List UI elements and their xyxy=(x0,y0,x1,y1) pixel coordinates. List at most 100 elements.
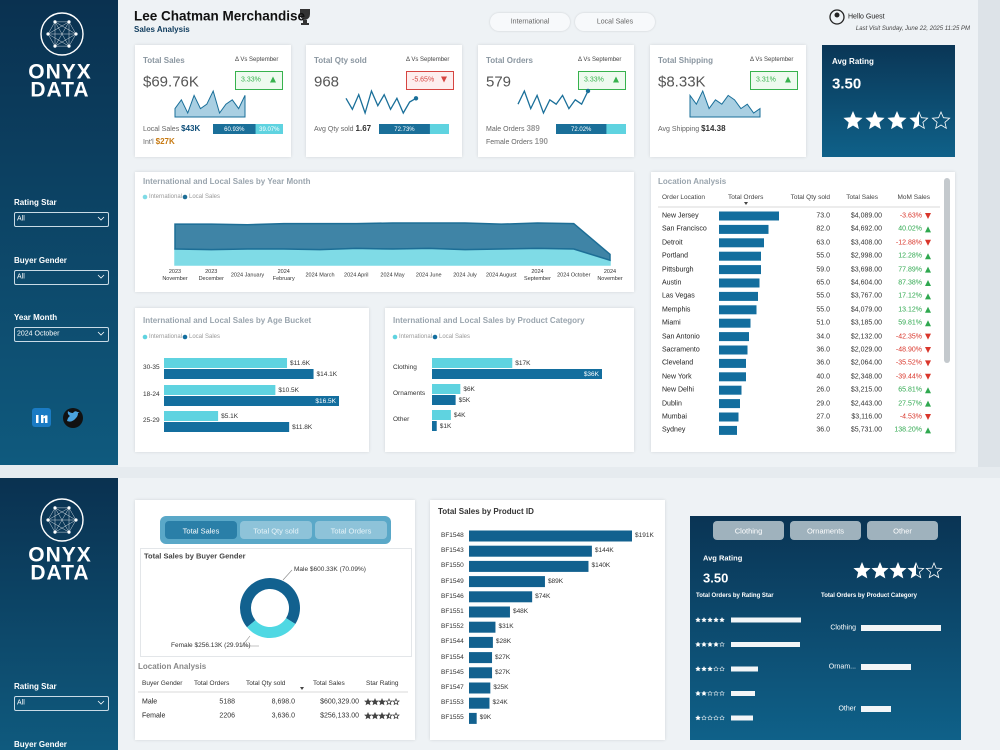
rating-star xyxy=(700,665,708,672)
table-header: MoM Sales xyxy=(897,193,930,201)
logo-link xyxy=(54,21,70,47)
bar-value-label: $16.5K xyxy=(315,397,336,405)
change-arrow xyxy=(613,76,619,83)
rating-card xyxy=(822,45,955,157)
table-cell: $256,133.00 xyxy=(320,712,359,720)
metric-tab-label: Total Sales xyxy=(182,525,220,535)
category-button xyxy=(713,521,784,540)
filter-label: Year Month xyxy=(14,313,58,322)
kpi-detail-value: $14.38 xyxy=(701,124,726,133)
logo-link xyxy=(47,519,56,533)
bar-value-label: $89K xyxy=(547,577,564,585)
y-tick-label: Other xyxy=(393,415,410,423)
legend-swatch xyxy=(142,334,148,340)
x-tick-label: 2023 December xyxy=(198,269,224,282)
table-header: Total Qty sold xyxy=(246,679,286,687)
rating-title: Avg Rating xyxy=(703,553,743,563)
chart-title: International and Local Sales by Year Mo… xyxy=(143,177,311,186)
view-tab-label: International xyxy=(510,18,550,26)
orders-bar xyxy=(719,332,749,342)
orders-bar xyxy=(719,238,764,248)
bar-value-label: $6K xyxy=(463,385,475,393)
table-cell: $4,604.00 xyxy=(850,279,882,287)
view-tab xyxy=(490,13,570,31)
logo-link xyxy=(47,21,56,35)
rating-star xyxy=(694,665,702,672)
filter-dropdown xyxy=(14,270,109,285)
orders-bar xyxy=(719,358,746,368)
bar-value-label: $36K xyxy=(583,370,599,378)
kpi-sparkline-area xyxy=(689,89,761,118)
kpi-sparkline xyxy=(345,89,417,116)
change-arrow xyxy=(925,360,931,367)
slice-value: $600.33K xyxy=(309,565,338,573)
table-cell: $3,116.00 xyxy=(851,413,882,421)
kpi-change: 3.33% xyxy=(584,76,604,84)
table-header: Star Rating xyxy=(366,679,399,687)
bar-value-label: $74K xyxy=(535,592,551,600)
twitter-glyph xyxy=(67,411,80,422)
kpi-detail-value: 1.67 xyxy=(355,124,372,133)
rating-title: Avg Rating xyxy=(832,57,874,66)
slice-value: $256.13K xyxy=(194,641,223,649)
bar xyxy=(469,697,490,709)
table-cell: 36.0 xyxy=(816,346,830,354)
bar-value-label: $11.8K xyxy=(292,423,313,431)
page-edge xyxy=(978,0,1000,467)
kpi-change: -5.65% xyxy=(412,76,435,84)
location-table-card xyxy=(651,172,955,452)
table-cell: $2,998.00 xyxy=(850,252,882,260)
kpi-detail: Int'l $27K xyxy=(143,138,175,147)
kpi-detail: Avg Shipping $14.38 xyxy=(658,124,726,134)
split-segment xyxy=(213,124,256,134)
user-greeting: Hello Guest xyxy=(848,13,885,21)
filter-label: Buyer Gender xyxy=(14,256,67,265)
table-header: Total Orders xyxy=(194,679,230,687)
kpi-detail: Avg Qty sold 1.67 xyxy=(314,124,372,134)
table-header: Total Orders xyxy=(728,193,764,201)
sort-indicator xyxy=(744,202,748,205)
rating-star xyxy=(931,110,951,130)
bar xyxy=(861,706,891,712)
orders-bar xyxy=(719,385,742,395)
chart-title: International and Local Sales by Age Buc… xyxy=(143,316,312,325)
legend-swatch xyxy=(142,194,148,200)
table-cell: $2,132.00 xyxy=(850,333,882,341)
user-icon-head xyxy=(834,12,840,18)
kpi-title: Total Sales xyxy=(143,56,185,65)
orders-bar xyxy=(719,305,757,315)
table-cell: 65.81% xyxy=(898,386,922,394)
split-label: 60.93% xyxy=(224,126,245,133)
table-cell: 65.0 xyxy=(816,279,830,287)
table-cell: San Francisco xyxy=(662,225,707,233)
change-arrow xyxy=(270,76,276,83)
filter-dropdown xyxy=(14,212,109,227)
category-button xyxy=(790,521,861,540)
logo-link xyxy=(47,21,70,35)
kpi-value: 579 xyxy=(486,73,512,91)
rating-star xyxy=(378,711,386,720)
leader-line xyxy=(241,635,259,647)
kpi-value: $8.33K xyxy=(658,73,706,91)
category-button xyxy=(867,521,938,540)
kpi-change: 3.31% xyxy=(756,76,776,84)
dropdown-chevron xyxy=(97,700,105,705)
linkedin-glyph xyxy=(41,415,48,423)
kpi-title: Total Qty sold xyxy=(314,56,367,65)
bar xyxy=(469,652,493,664)
rating-star xyxy=(392,697,400,706)
orders-bar xyxy=(719,399,740,409)
bar xyxy=(432,369,602,379)
view-tab xyxy=(575,13,655,31)
table-cell: $4,692.00 xyxy=(850,225,882,233)
bar xyxy=(432,384,461,394)
kpi-detail: Local Sales $43K xyxy=(143,125,200,134)
bar xyxy=(861,664,911,670)
bar xyxy=(469,712,477,724)
y-tick-label: BF1545 xyxy=(441,668,464,676)
table-cell: 40.0 xyxy=(816,373,830,381)
metric-tab-label: Total Orders xyxy=(330,525,372,535)
y-tick-label: BF1552 xyxy=(441,622,464,630)
table-cell: 51.0 xyxy=(816,319,830,327)
donut-frame xyxy=(140,548,412,657)
